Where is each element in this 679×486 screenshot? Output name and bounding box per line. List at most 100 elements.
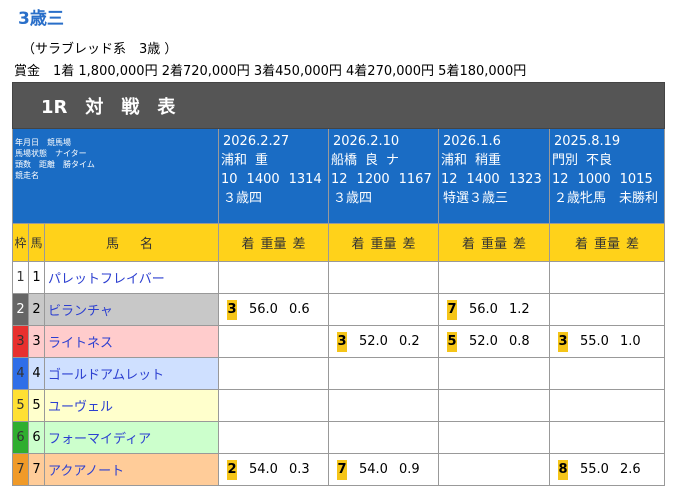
horse-number: 5 xyxy=(28,389,45,422)
weight: 52.0 xyxy=(469,334,498,349)
margin: 1.2 xyxy=(509,302,530,317)
horse-number: 6 xyxy=(28,421,45,454)
result: 3 56.0 0.6 xyxy=(218,293,329,326)
result-label: 重量 xyxy=(594,237,621,252)
column-header: 馬 名 xyxy=(44,223,219,262)
finish: 3 xyxy=(227,299,237,320)
race-nums: 12 1400 1323 xyxy=(441,170,549,189)
result: 3 52.0 0.2 xyxy=(328,325,439,358)
margin: 0.3 xyxy=(289,462,310,477)
result xyxy=(438,389,550,422)
race-heads: 12 xyxy=(331,172,348,187)
result-box: 3 52.0 0.2 xyxy=(330,331,438,352)
result xyxy=(438,357,550,390)
race-time: 1314 xyxy=(288,172,322,187)
race-name: 特選３歳三 xyxy=(443,191,509,206)
result: 3 55.0 1.0 xyxy=(548,325,666,358)
result-label: 差 xyxy=(292,237,306,252)
result-label: 差 xyxy=(402,237,416,252)
weight: 55.0 xyxy=(580,462,609,477)
info-label: 年月日 競馬場 xyxy=(15,138,71,147)
result-label: 着 xyxy=(575,237,589,252)
margin: 1.0 xyxy=(620,334,641,349)
result-box: 2 54.0 0.3 xyxy=(220,459,328,480)
heading-row: 1R 対 戦 表 xyxy=(11,82,666,129)
waku: 2 xyxy=(12,293,29,326)
result-label: 着 xyxy=(241,237,255,252)
horse-name: ゴールドアムレット xyxy=(44,357,219,390)
horse-number: 7 xyxy=(28,453,45,486)
horse-row: 2 2 ビランチャ 3 56.0 0.6 7 56.0 1.2 xyxy=(12,293,666,326)
column-header: 枠 xyxy=(12,223,29,262)
race-track-line: 船橋良ナ xyxy=(331,151,438,170)
info-label: 頭数 距離 勝タイム xyxy=(15,160,95,169)
column-header: 馬 xyxy=(28,223,45,262)
race-track: 船橋 xyxy=(331,153,358,168)
race-night: ナ xyxy=(386,153,400,168)
race-time: 1167 xyxy=(398,172,432,187)
result xyxy=(548,389,666,422)
result: 8 55.0 2.6 xyxy=(548,453,666,486)
race-track-line: 門別 不良 xyxy=(552,151,664,170)
margin: 0.2 xyxy=(399,334,420,349)
result-label: 重量 xyxy=(370,237,397,252)
result-label: 重量 xyxy=(260,237,287,252)
result-label: 差 xyxy=(626,237,640,252)
result xyxy=(438,421,550,454)
horse-name: ビランチャ xyxy=(44,293,219,326)
weight: 56.0 xyxy=(249,302,278,317)
result-label: 差 xyxy=(513,237,527,252)
waku: 4 xyxy=(12,357,29,390)
result-header: 着重量差 xyxy=(328,223,439,262)
result-box: 3 55.0 1.0 xyxy=(551,331,664,352)
result xyxy=(328,357,439,390)
race-date: 2026.1.6 xyxy=(443,134,501,149)
finish: 7 xyxy=(447,299,457,320)
race-heads: 12 xyxy=(552,172,569,187)
race-info: 2025.8.19 門別 不良 12 1000 1015 ２歳牝馬 未勝利 xyxy=(548,128,666,224)
info-labels: 年月日 競馬場 馬場状態 ナイター 頭数 距離 勝タイム 競走名 xyxy=(12,128,219,224)
result xyxy=(218,357,329,390)
result-box: 3 56.0 0.6 xyxy=(220,299,328,320)
result: 7 54.0 0.9 xyxy=(328,453,439,486)
race-time: 1323 xyxy=(508,172,542,187)
horse-row: 7 7 アクアノート 2 54.0 0.3 7 54.0 0.9 8 55.0 2.6 xyxy=(12,453,666,486)
result xyxy=(328,421,439,454)
weight: 56.0 xyxy=(469,302,498,317)
race-dist: 1200 xyxy=(356,172,390,187)
waku: 7 xyxy=(12,453,29,486)
result-label: 重量 xyxy=(480,237,507,252)
race-track-line: 浦和 稍重 xyxy=(441,151,549,170)
result-label: 着 xyxy=(351,237,365,252)
waku: 5 xyxy=(12,389,29,422)
weight: 55.0 xyxy=(580,334,609,349)
race-info-row: 年月日 競馬場 馬場状態 ナイター 頭数 距離 勝タイム 競走名 2026.2.27 浦和… xyxy=(12,128,666,224)
result-header: 着重量差 xyxy=(548,223,666,262)
result xyxy=(218,389,329,422)
result: 7 56.0 1.2 xyxy=(438,293,550,326)
horse-row: 4 4 ゴールドアムレット xyxy=(12,357,666,390)
race-dist: 1400 xyxy=(466,172,500,187)
result: 5 52.0 0.8 xyxy=(438,325,550,358)
result xyxy=(328,293,439,326)
race-name: ３歳四 xyxy=(333,191,373,206)
horse-number: 2 xyxy=(28,293,45,326)
race-dist: 1000 xyxy=(577,172,611,187)
race-date: 2025.8.19 xyxy=(554,134,621,149)
race-track: 門別 xyxy=(552,153,579,168)
result xyxy=(548,261,666,294)
result-box: 7 54.0 0.9 xyxy=(330,459,438,480)
horse-name: ユーヴェル xyxy=(44,389,219,422)
heading: 1R 対 戦 表 xyxy=(11,82,666,129)
result xyxy=(438,453,550,486)
race-name: ２歳牝馬 未勝利 xyxy=(554,191,659,206)
race-time: 1015 xyxy=(619,172,653,187)
result xyxy=(548,293,666,326)
result xyxy=(548,421,666,454)
result: 2 54.0 0.3 xyxy=(218,453,329,486)
horse-row: 3 3 ライトネス 3 52.0 0.2 5 52.0 0.8 3 55.0 1.0 xyxy=(12,325,666,358)
margin: 0.9 xyxy=(399,462,420,477)
race-nums: 12 1000 1015 xyxy=(552,170,664,189)
result-label: 着 xyxy=(461,237,475,252)
